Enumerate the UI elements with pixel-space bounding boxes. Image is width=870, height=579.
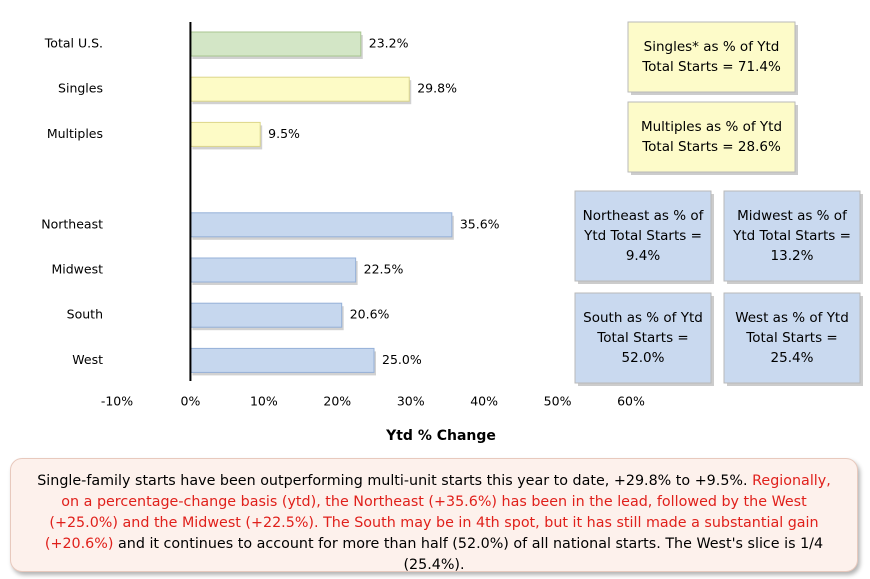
- x-tick-label: 60%: [617, 394, 645, 409]
- bar: [189, 76, 410, 102]
- annotation-box: [627, 101, 796, 173]
- annotation-box: [723, 190, 861, 282]
- y-tick-label: Multiples: [47, 126, 103, 141]
- bar: [189, 212, 453, 238]
- note: Single-family starts have been outperfor…: [10, 458, 858, 573]
- annotation-text: 52.0%: [622, 350, 665, 366]
- annotation-text: Ytd Total Starts =: [583, 228, 702, 244]
- x-tick-label: 0%: [181, 394, 201, 409]
- x-tick-label: 20%: [323, 394, 351, 409]
- annotation-text: Total Starts =: [745, 330, 837, 346]
- bar: [189, 121, 261, 147]
- annotation-text: Singles* as % of Ytd: [644, 39, 780, 55]
- annotation-text: 25.4%: [771, 350, 814, 366]
- annotation-text: South as % of Ytd: [583, 310, 703, 326]
- value-label: 29.8%: [417, 81, 457, 96]
- x-tick-label: 10%: [250, 394, 278, 409]
- bar: [189, 257, 357, 283]
- value-label: 22.5%: [364, 262, 404, 277]
- bar: [189, 347, 375, 373]
- annotation-text: 13.2%: [771, 248, 814, 264]
- value-label: 20.6%: [350, 307, 390, 322]
- annotation-box: [627, 21, 796, 93]
- annotation-text: 9.4%: [626, 248, 660, 264]
- note-text: Regionally, on a percentage-change basis…: [44, 473, 831, 552]
- annotation-text: West as % of Ytd: [735, 310, 849, 326]
- annotation-box: [723, 292, 861, 384]
- bar: [189, 31, 362, 57]
- note-text: and it continues to account for more tha…: [113, 536, 824, 573]
- y-tick-label: West: [72, 352, 103, 367]
- y-tick-label: Midwest: [51, 262, 103, 277]
- annotation-text: Total Starts =: [596, 330, 688, 346]
- annotation-box: [574, 292, 712, 384]
- value-label: 35.6%: [460, 216, 500, 231]
- chart: Ytd % Change Total U.S. 23.2% Singles 29.8%…: [41, 21, 863, 444]
- x-axis-title: Ytd % Change: [385, 428, 496, 444]
- y-tick-label: Northeast: [41, 216, 103, 231]
- annotation-text: Total Starts = 28.6%: [641, 139, 781, 155]
- x-tick-label: -10%: [101, 394, 133, 409]
- note-text: Single-family starts have been outperfor…: [37, 473, 753, 489]
- value-label: 23.2%: [369, 36, 409, 51]
- x-tick-label: 40%: [470, 394, 498, 409]
- y-tick-label: Total U.S.: [44, 36, 103, 51]
- annotation-text: Northeast as % of: [583, 208, 705, 224]
- value-label: 9.5%: [268, 126, 300, 141]
- annotation-text: Midwest as % of: [737, 208, 848, 224]
- annotation-text: Total Starts = 71.4%: [641, 59, 781, 75]
- y-tick-label: South: [67, 307, 103, 322]
- annotation-text: Multiples as % of Ytd: [641, 119, 782, 135]
- annotation-text: Ytd Total Starts =: [732, 228, 851, 244]
- value-label: 25.0%: [382, 352, 422, 367]
- x-tick-label: 50%: [544, 394, 572, 409]
- x-tick-label: 30%: [397, 394, 425, 409]
- y-tick-label: Singles: [58, 81, 103, 96]
- bar: [189, 302, 343, 328]
- annotation-box: [574, 190, 712, 282]
